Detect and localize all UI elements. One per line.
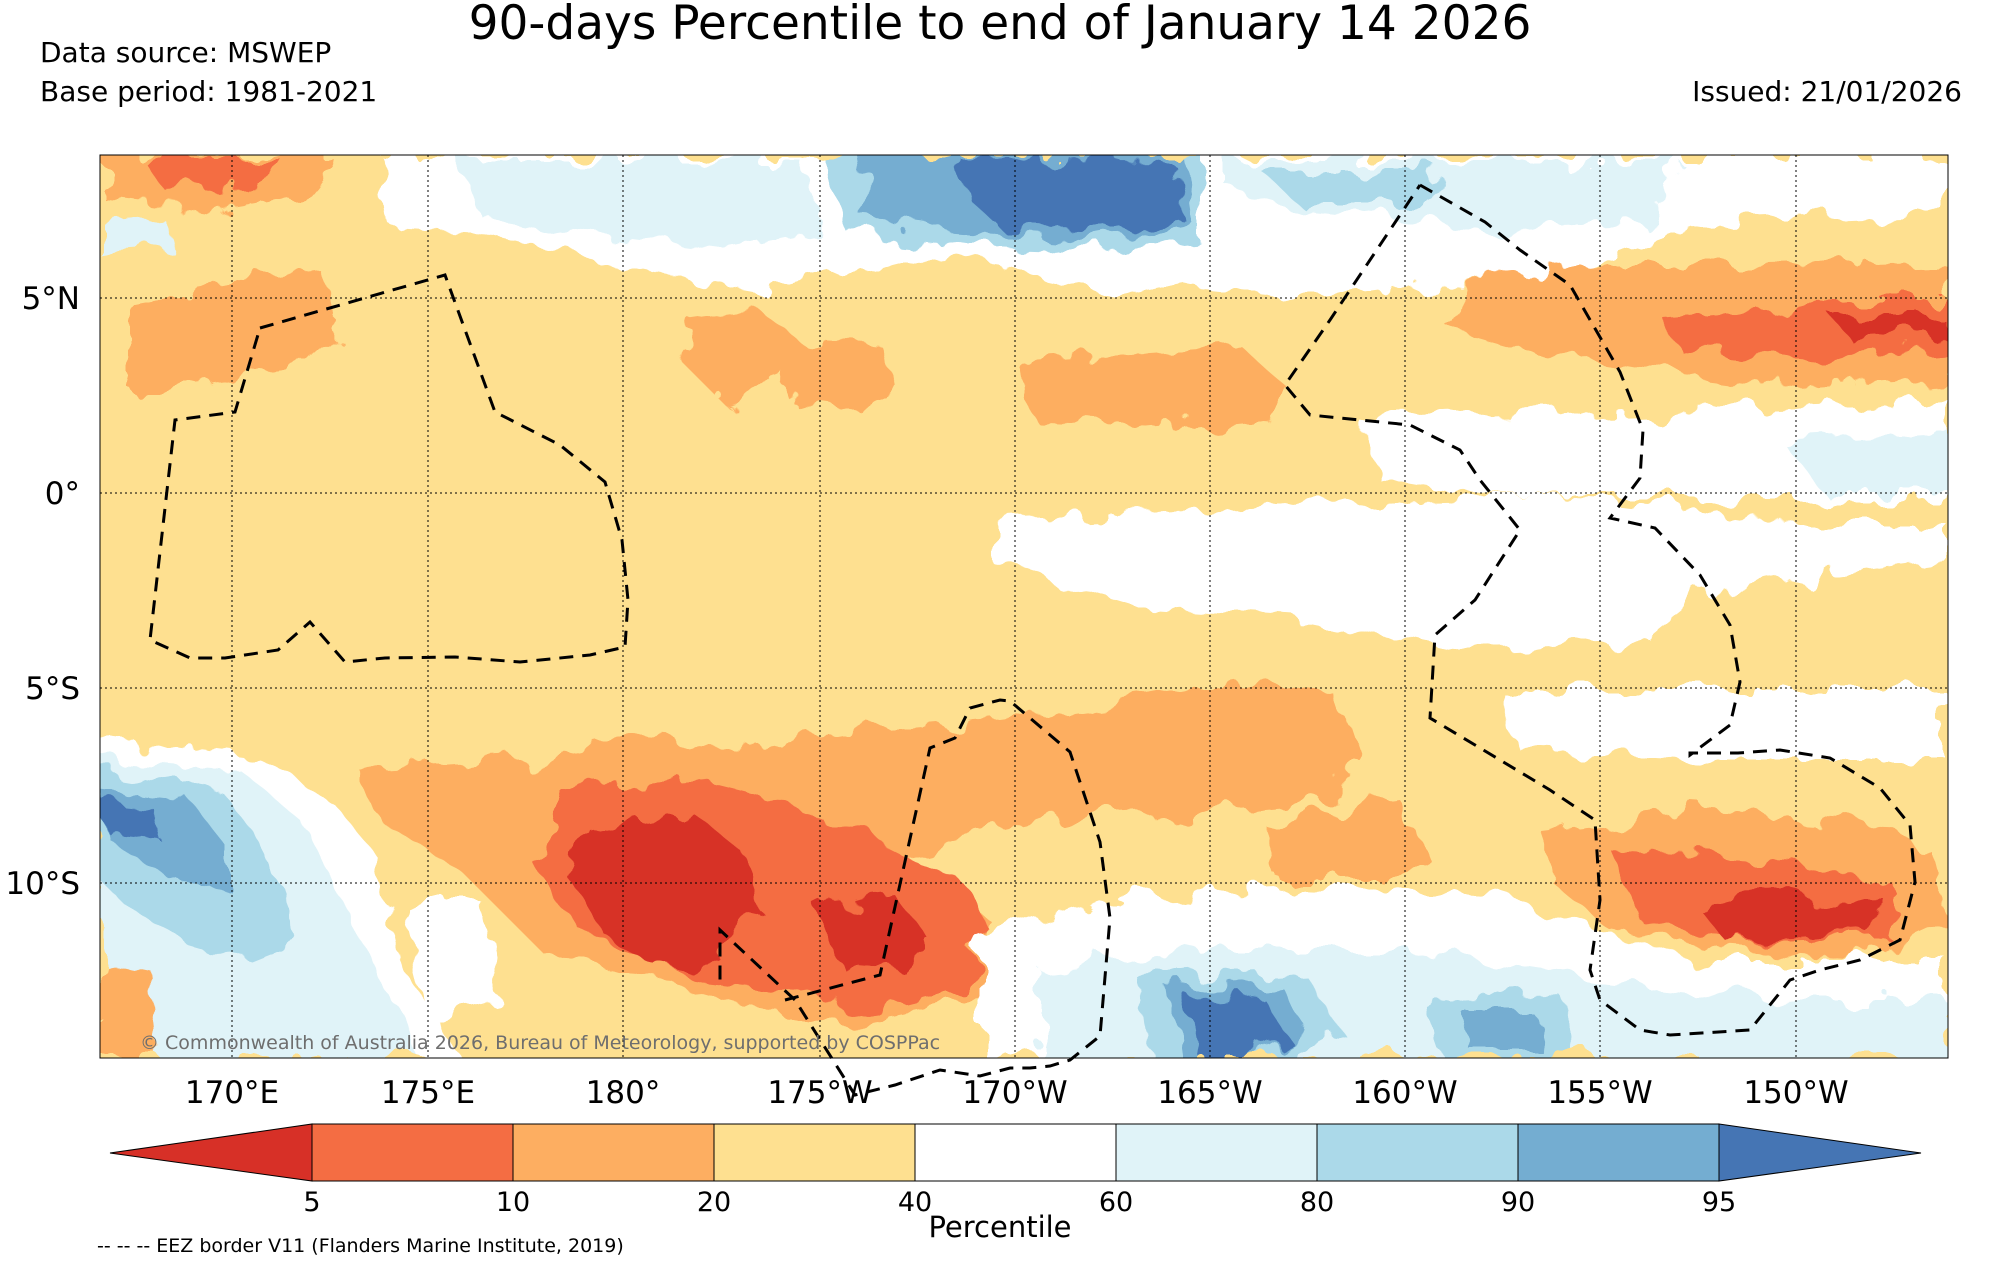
region-ne-red-streak <box>1830 315 1948 340</box>
colorbar-tick-60: 60 <box>1099 1187 1133 1218</box>
region-south-red-core-2 <box>820 900 930 970</box>
colorbar-bin-20-40 <box>713 1123 916 1182</box>
region-sw-darkest-blue <box>100 800 160 840</box>
region-north-light-blue <box>460 160 820 250</box>
colorbar-title: Percentile <box>928 1210 1072 1244</box>
region-nw-orange-patch <box>130 270 340 390</box>
lat-labels: 5°N 0° 5°S 10°S <box>5 281 80 902</box>
region-se-red-streak <box>1690 895 1880 945</box>
lon-label-155w: 155°W <box>1547 1075 1652 1111</box>
lon-labels: 170°E 175°E 180° 175°W 170°W 165°W 160°W… <box>185 1075 1849 1111</box>
lon-label-150w: 150°W <box>1743 1075 1848 1111</box>
region-south-darkest-blue <box>1190 995 1290 1058</box>
region-sw-orange <box>100 960 160 1058</box>
graticule <box>100 155 1948 1058</box>
region-se-deep-blue-patch <box>1460 1010 1540 1050</box>
colorbar-tick-90: 90 <box>1501 1187 1535 1218</box>
region-nw-red-orange <box>140 158 280 195</box>
region-n-orange-patch-3 <box>1020 345 1290 430</box>
map-frame <box>99 154 1949 1059</box>
lon-label-180: 180° <box>586 1075 661 1111</box>
colorbar-bin-5-10 <box>311 1123 514 1182</box>
lat-label-5n: 5°N <box>22 281 80 317</box>
region-n-orange-patch-1 <box>680 310 800 400</box>
region-equator-east-wet <box>1360 400 1948 500</box>
colorbar-bin-10-20 <box>512 1123 715 1182</box>
colorbar-extend-high <box>1718 1123 1922 1182</box>
region-se-orange <box>1260 800 1420 880</box>
region-north-darkest-blue <box>960 158 1180 230</box>
lon-label-165w: 165°W <box>1157 1075 1262 1111</box>
colorbar-extend-low <box>109 1123 313 1182</box>
colorbar-tick-40: 40 <box>898 1187 932 1218</box>
region-south-red-core <box>570 810 760 970</box>
eez-border-central <box>718 698 1112 1097</box>
region-n-orange-patch-2 <box>780 340 900 410</box>
colorbar-tick-80: 80 <box>1300 1187 1334 1218</box>
base-period: Base period: 1981-2021 <box>40 75 378 108</box>
eez-borders <box>148 183 1917 1097</box>
attribution: © Commonwealth of Australia 2026, Bureau… <box>140 1032 941 1054</box>
colorbar-bin-80-90 <box>1316 1123 1519 1182</box>
lat-label-10s: 10°S <box>5 866 80 902</box>
lon-label-175w: 175°W <box>767 1075 872 1111</box>
region-nw-lightblue <box>100 215 170 255</box>
data-source: Data source: MSWEP <box>40 36 332 69</box>
lon-label-170w: 170°W <box>962 1075 1067 1111</box>
lon-label-175e: 175°E <box>381 1075 475 1111</box>
region-south-east-wet <box>1500 690 1948 760</box>
colorbar: 5 10 20 40 60 80 90 95 <box>109 1123 1922 1218</box>
percentile-field <box>100 155 1948 1058</box>
colorbar-bin-90-95 <box>1517 1123 1720 1182</box>
lon-label-160w: 160°W <box>1352 1075 1457 1111</box>
map-title: 90-days Percentile to end of January 14 … <box>468 0 1532 51</box>
eez-legend-note: -- -- -- EEZ border V11 (Flanders Marine… <box>97 1235 624 1257</box>
colorbar-tick-5: 5 <box>303 1187 320 1218</box>
eez-border-east <box>1283 183 1917 1037</box>
lat-label-5s: 5°S <box>25 671 80 707</box>
lat-label-0: 0° <box>45 476 80 512</box>
eez-border-west <box>148 273 630 664</box>
colorbar-tick-95: 95 <box>1702 1187 1736 1218</box>
region-central-wet <box>990 500 1948 650</box>
lon-label-170e: 170°E <box>185 1075 279 1111</box>
issued-date: Issued: 21/01/2026 <box>1692 75 1962 108</box>
colorbar-bin-40-60 <box>914 1123 1117 1182</box>
colorbar-bin-60-80 <box>1115 1123 1318 1182</box>
region-ne-blue <box>1260 170 1440 205</box>
region-equator-east-lightblue <box>1780 430 1948 490</box>
region-s-white-patch <box>400 900 500 1020</box>
colorbar-tick-10: 10 <box>496 1187 530 1218</box>
colorbar-tick-20: 20 <box>697 1187 731 1218</box>
